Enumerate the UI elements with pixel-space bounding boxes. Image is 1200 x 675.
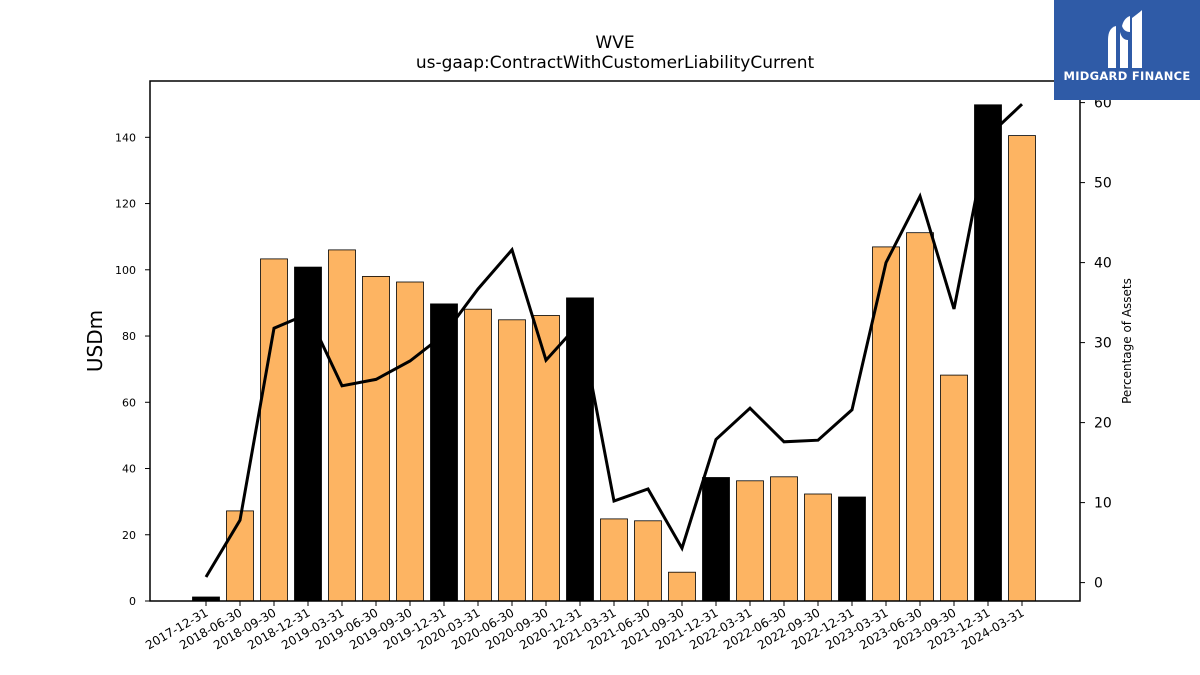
logo-text: MIDGARD FINANCE (1063, 69, 1191, 83)
bar-2019-03-31 (328, 249, 356, 602)
bar-2021-09-30 (668, 571, 696, 602)
bar-2020-06-30 (498, 319, 526, 602)
bar-2022-03-31 (736, 480, 764, 602)
bar-2019-06-30 (362, 275, 390, 602)
y-tick-label: 100 (115, 264, 136, 277)
y-tick-label: 60 (122, 396, 136, 409)
bar-2022-09-30 (804, 493, 832, 602)
bar-2022-06-30 (770, 476, 798, 602)
y2-axis-label: Percentage of Assets (1120, 278, 1134, 404)
bar-2021-03-31 (600, 518, 628, 602)
y2-tick-label: 0 (1094, 576, 1103, 592)
bar-2021-12-31 (702, 477, 730, 602)
chart-title: WVE (595, 33, 634, 53)
bar-2019-09-30 (396, 281, 424, 602)
bar-2022-12-31 (838, 496, 866, 602)
y-tick-label: 80 (122, 330, 136, 343)
y-tick-label: 140 (115, 131, 136, 144)
y-tick-label: 20 (122, 529, 136, 542)
bar-2020-12-31 (566, 297, 594, 602)
x-axis: 2017-12-312018-06-302018-09-302018-12-31… (143, 601, 1027, 652)
bar-2018-09-30 (260, 258, 288, 602)
y-tick-label: 40 (122, 463, 136, 476)
logo-mark-icon (1108, 10, 1142, 68)
y-axis-label: USDm (83, 310, 107, 372)
y2-tick-label: 50 (1094, 176, 1112, 192)
y-tick-label: 120 (115, 198, 136, 211)
bars (192, 104, 1036, 602)
bar-2023-09-30 (940, 374, 968, 602)
bar-2023-06-30 (906, 232, 934, 602)
plot-frame (149, 80, 1081, 602)
left-axis: 0 20 40 60 80 100 120 140 (115, 131, 150, 608)
y2-tick-label: 10 (1094, 496, 1112, 512)
bar-2018-12-31 (294, 266, 322, 602)
bar-2018-06-30 (226, 510, 254, 602)
bar-2021-06-30 (634, 520, 662, 602)
bar-2020-03-31 (464, 308, 492, 602)
y2-tick-label: 40 (1094, 256, 1112, 272)
chart-subtitle: us-gaap:ContractWithCustomerLiabilityCur… (416, 53, 815, 73)
bar-2024-03-31 (1008, 135, 1036, 602)
y2-tick-label: 30 (1094, 336, 1112, 352)
brand-logo: MIDGARD FINANCE (1054, 0, 1200, 100)
y-tick-label: 0 (129, 595, 136, 608)
percentage-line (204, 103, 1024, 578)
bar-2019-12-31 (430, 303, 458, 602)
bar-2023-03-31 (872, 246, 900, 602)
y2-tick-label: 20 (1094, 416, 1112, 432)
